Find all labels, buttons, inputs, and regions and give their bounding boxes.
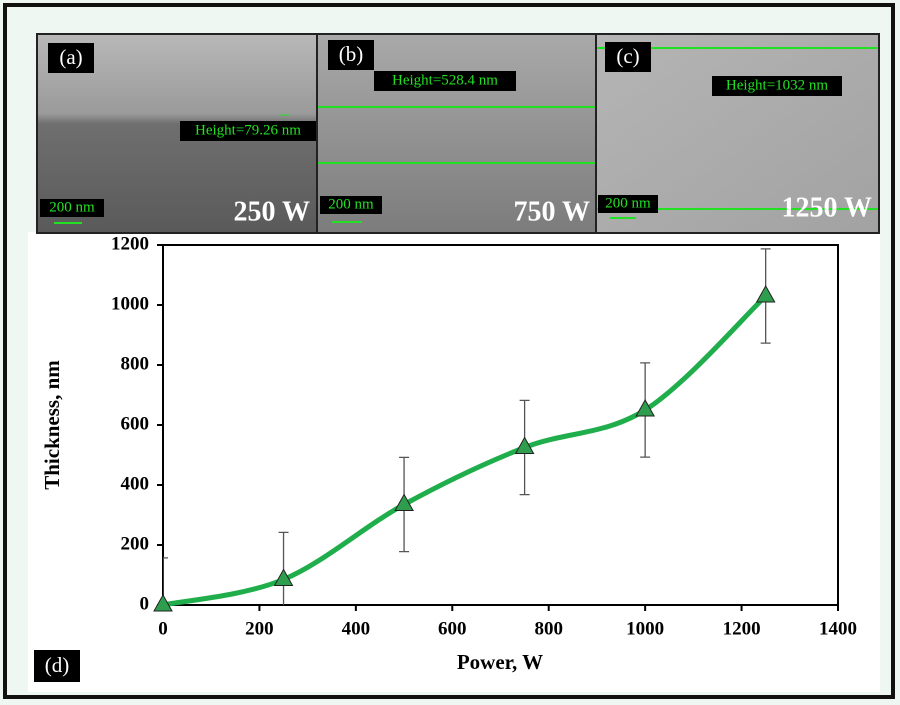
plot-frame [162,244,839,606]
marker [394,493,414,511]
height-label: Height=79.26 nm [195,122,301,138]
y-tick-label: 0 [140,593,150,614]
scale-label: 200 nm [328,196,374,212]
y-tick-label: 1200 [111,233,149,254]
plot: 0 200 400 600 800 1000 1200 0 200 400 600 800 1000 12… [111,233,857,639]
sem-panel: (c) Height=1032 nm 200 nm 1250 W [597,35,878,232]
scale-label: 200 nm [605,195,651,211]
label-box [328,40,374,70]
label-box [48,43,94,73]
x-tick-label: 1200 [723,618,761,639]
marker [755,284,776,303]
marker [514,436,535,454]
label-box [34,650,80,682]
label-box [320,196,382,214]
line [162,294,768,608]
x-tick-label: 600 [438,618,467,639]
x-axis-title: Power, W [457,650,543,674]
x-tick-label: 1000 [626,618,664,639]
height-label: Height=1032 nm [726,77,829,93]
y-tick-label: 800 [121,353,150,374]
label-box [374,71,516,91]
scale-label: 200 nm [49,199,95,215]
panel-label: (a) [59,45,82,69]
sem-panel: (b) Height=528.4 nm 200 nm 750 W [318,35,595,232]
y-tick-label: 600 [121,413,150,434]
frame [3,3,895,699]
x-tick-label: 1400 [819,618,857,639]
marker [635,398,655,417]
label-box [180,121,316,141]
sem-panel: (a) Height=79.26 nm 200 nm 250 W [38,35,316,232]
label-box [40,199,104,217]
power-label: 1250 W [782,192,873,223]
y-tick-label: 400 [121,473,150,494]
marker [153,593,173,612]
x-tick-label: 0 [158,618,168,639]
error-bar [163,557,168,605]
label-box [605,42,651,72]
height-label: Height=528.4 nm [392,72,498,88]
panel-label: (b) [339,42,364,66]
panel-label: (d) [45,653,70,677]
y-axis-title: Thickness, nm [40,360,64,490]
power-label: 250 W [234,196,311,227]
panel-label: (c) [616,44,639,68]
x-tick-label: 800 [534,618,563,639]
x-tick-label: 400 [342,618,371,639]
label-box [598,195,658,213]
y-tick-label: 200 [121,533,150,554]
label-box [712,76,842,96]
x-tick-label: 200 [245,618,274,639]
power-label: 750 W [514,196,591,227]
marker [273,568,294,586]
y-tick-label: 1000 [111,293,149,314]
